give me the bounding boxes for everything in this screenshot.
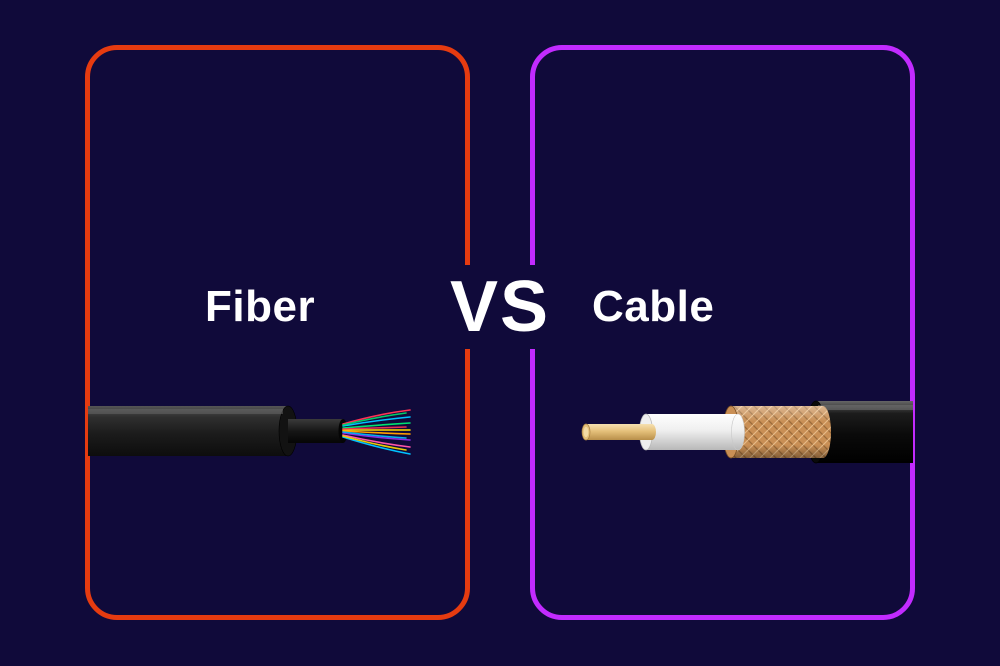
cable-panel (530, 45, 915, 620)
fiber-label: Fiber (205, 282, 315, 332)
coax-cable-illustration (568, 390, 913, 480)
fiber-panel (85, 45, 470, 620)
vs-text: VS (440, 265, 560, 349)
fiber-cable-illustration (88, 390, 423, 480)
cable-label: Cable (592, 282, 714, 332)
